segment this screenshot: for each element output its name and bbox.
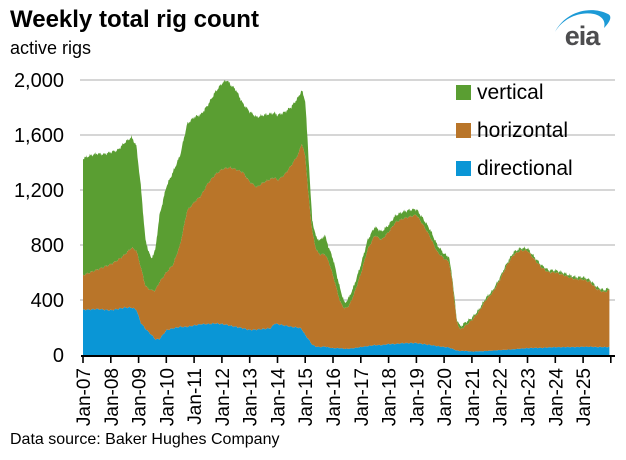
y-tick-label: 800 bbox=[31, 235, 64, 257]
y-tick-label: 0 bbox=[53, 345, 64, 367]
x-tick-label: Jan-25 bbox=[574, 368, 595, 426]
legend-swatch-horizontal bbox=[456, 123, 471, 138]
legend-label-directional: directional bbox=[477, 157, 573, 180]
legend-label-horizontal: horizontal bbox=[477, 119, 569, 142]
x-tick-label: Jan-16 bbox=[324, 368, 345, 426]
x-tick-label: Jan-19 bbox=[407, 368, 428, 426]
x-tick-label: Jan-23 bbox=[519, 368, 540, 426]
area-horizontal bbox=[83, 143, 610, 352]
legend-label-vertical: vertical bbox=[477, 81, 544, 104]
y-tick-label: 1,200 bbox=[14, 180, 64, 202]
x-tick-label: Jan-20 bbox=[435, 368, 456, 426]
x-tick-label: Jan-11 bbox=[185, 368, 206, 425]
x-tick-label: Jan-22 bbox=[491, 368, 512, 426]
y-tick-label: 2,000 bbox=[14, 70, 64, 92]
area-directional bbox=[83, 306, 610, 355]
y-tick-label: 400 bbox=[31, 290, 64, 312]
y-axis-unit-label: active rigs bbox=[10, 38, 92, 58]
x-tick-label: Jan-12 bbox=[213, 368, 234, 426]
x-tick-label: Jan-13 bbox=[241, 368, 262, 426]
y-tick-label: 1,600 bbox=[14, 125, 64, 147]
x-tick-labels: Jan-07 Jan-08 Jan-09 Jan-10 Jan-11 Jan-12 Jan-… bbox=[74, 368, 595, 427]
x-tick-label: Jan-14 bbox=[269, 368, 290, 427]
x-tick-label: Jan-09 bbox=[130, 368, 151, 426]
x-tick-label: Jan-10 bbox=[157, 368, 178, 426]
legend-swatch-vertical bbox=[456, 85, 471, 100]
legend-swatch-directional bbox=[456, 161, 471, 176]
x-axis bbox=[81, 355, 615, 363]
x-tick-label: Jan-07 bbox=[74, 368, 95, 426]
x-tick-label: Jan-08 bbox=[102, 368, 123, 426]
area-vertical bbox=[83, 80, 610, 330]
legend-item-vertical: vertical bbox=[456, 80, 573, 105]
data-source-note: Data source: Baker Hughes Company bbox=[10, 431, 280, 448]
x-tick-label: Jan-17 bbox=[352, 368, 373, 426]
x-tick-label: Jan-24 bbox=[546, 368, 567, 427]
x-tick-label: Jan-18 bbox=[380, 368, 401, 426]
x-tick-label: Jan-21 bbox=[463, 368, 484, 426]
page-title: Weekly total rig count bbox=[10, 6, 259, 33]
y-tick-labels: 0 400 800 1,200 1,600 2,000 bbox=[14, 70, 64, 367]
legend-item-horizontal: horizontal bbox=[456, 118, 573, 143]
eia-logo-text: eia bbox=[565, 21, 602, 51]
legend-item-directional: directional bbox=[456, 156, 573, 181]
legend: vertical horizontal directional bbox=[456, 80, 573, 194]
stacked-areas bbox=[83, 80, 610, 355]
eia-logo: eia bbox=[555, 10, 611, 51]
x-tick-label: Jan-15 bbox=[296, 368, 317, 426]
